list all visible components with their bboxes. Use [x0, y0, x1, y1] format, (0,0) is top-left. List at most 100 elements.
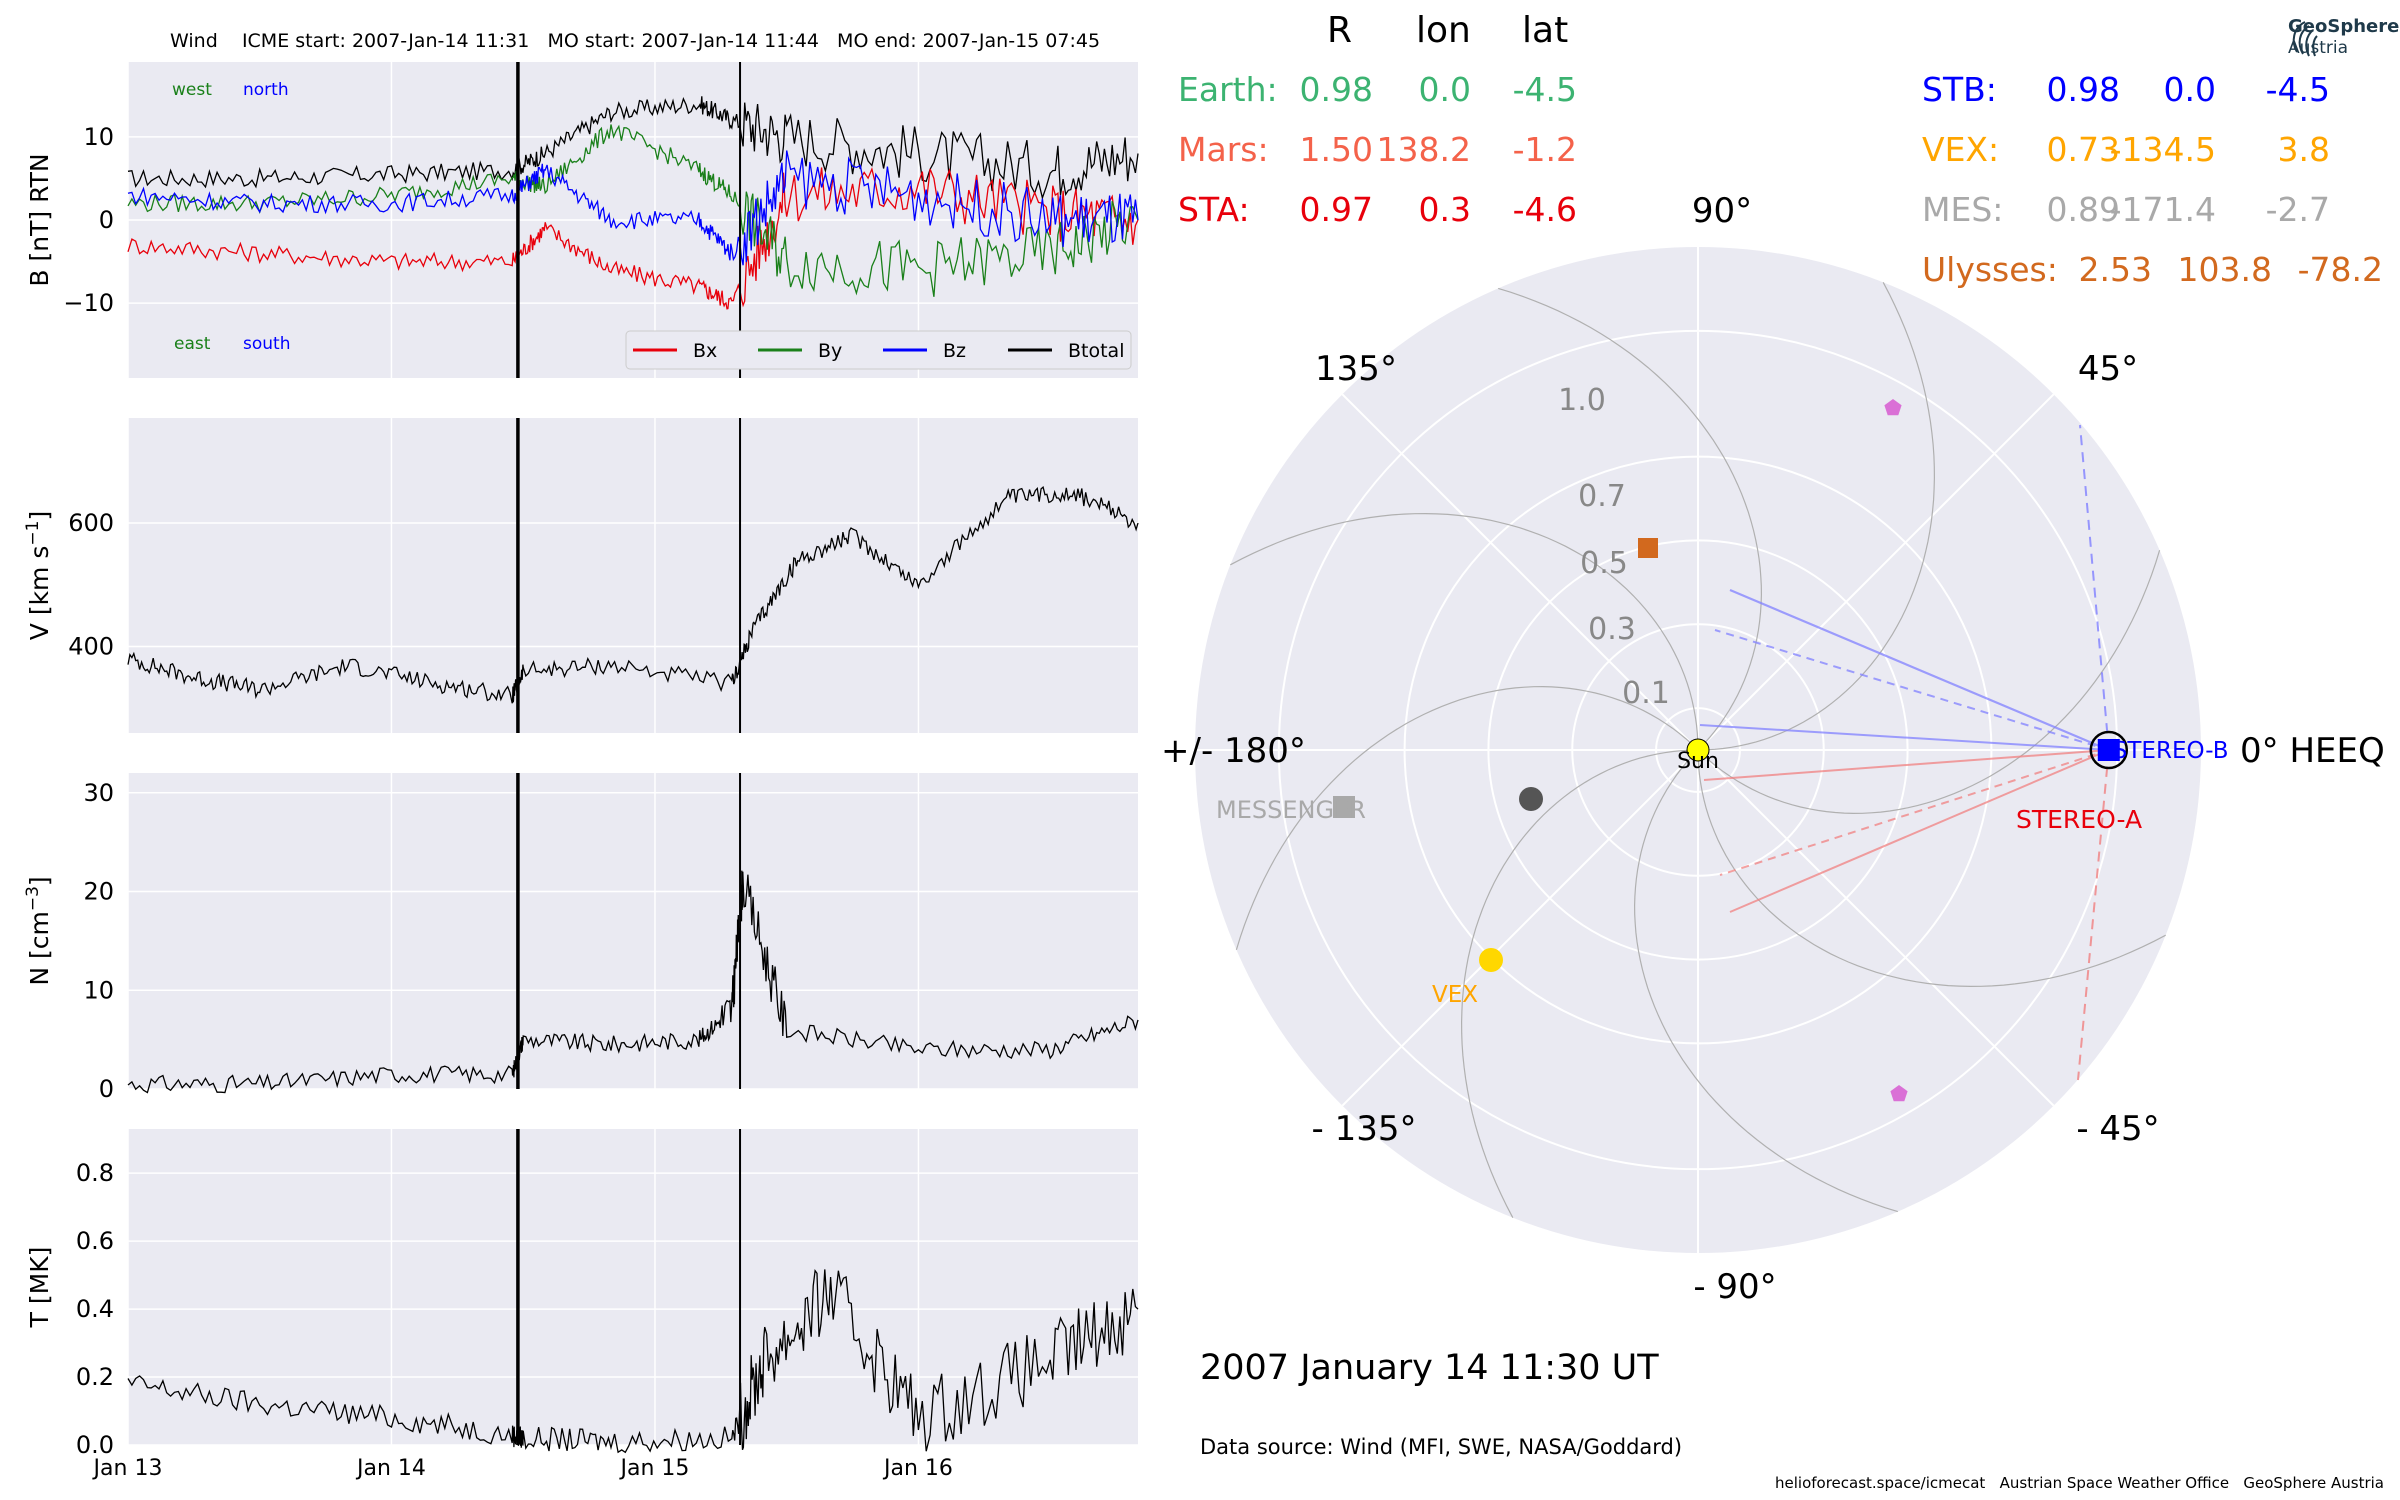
parker-spiral [1697, 749, 2166, 988]
row-lat: -78.2 [2297, 250, 2383, 289]
row-lon: 138.2 [1376, 130, 1471, 169]
pentagon-marker [1884, 399, 1902, 416]
x-tick-label: Jan 14 [355, 1456, 426, 1481]
row-r: 0.97 [1299, 190, 1373, 229]
parker-spiral [1697, 282, 1936, 751]
row-name: VEX: [1922, 130, 2000, 169]
y-axis-label: V [km s−1] [23, 511, 54, 640]
y-tick-label: 30 [83, 779, 114, 807]
panel-speed: 600 400 V [km s−1] [23, 418, 1139, 733]
footer-credits: helioforecast.space/icmecat Austrian Spa… [1775, 1474, 2385, 1492]
planet-marker [1519, 787, 1543, 811]
row-r: 0.98 [1299, 70, 1373, 109]
stereo-b-marker [2097, 739, 2120, 761]
table-header-r: R [1327, 10, 1353, 51]
b-panel-annotations: west north east south Bx By Bz Btotal [172, 80, 1132, 370]
panel-background [128, 773, 1138, 1089]
y-tick-label: 0.4 [76, 1295, 114, 1323]
table-header-lon: lon [1416, 10, 1471, 51]
logo-subtitle: Austria [2288, 38, 2349, 58]
radial-tick-label: 0.1 [1622, 676, 1670, 711]
angle-label: 45° [2078, 349, 2138, 389]
messenger-label: MESSENGER [1216, 796, 1366, 824]
field-line [1729, 588, 2110, 752]
row-lon: 0.0 [2163, 70, 2216, 109]
row-lon: 103.8 [2177, 250, 2272, 289]
legend-label-bx: Bx [693, 340, 717, 362]
angle-label: +/- 180° [1161, 731, 1306, 771]
plot-datetime: 2007 January 14 11:30 UT [1200, 1348, 1659, 1388]
parker-spiral [1498, 287, 1763, 751]
annotation-west: west [172, 80, 212, 100]
earth-marker [2089, 730, 2129, 770]
row-lat: -1.2 [1512, 130, 1577, 169]
field-line [1719, 749, 2110, 876]
row-lat: 3.8 [2277, 130, 2330, 169]
y-tick-label: 0 [99, 206, 114, 234]
legend: Bx By Bz Btotal [625, 330, 1132, 370]
panel-temperature: 0.8 0.6 0.4 0.2 0.0 T [MK] [25, 1129, 1139, 1459]
row-lon: -171.4 [2109, 190, 2216, 229]
x-tick-label: Jan 13 [92, 1456, 163, 1481]
parker-spiral [1230, 512, 1699, 751]
angle-label: 0° HEEQ [2240, 731, 2385, 771]
row-r: 0.98 [2046, 70, 2120, 109]
time-series-panels: 10 0 −10 B [nT] RTN 600 400 V [km s−1] 30 20 10 0 N… [23, 62, 1139, 1481]
y-axis-label: T [MK] [25, 1247, 54, 1329]
row-lon: -134.5 [2109, 130, 2216, 169]
y-tick-label: 0 [99, 1075, 114, 1103]
y-tick-label: 0.6 [76, 1227, 114, 1255]
y-tick-label: 0.2 [76, 1363, 114, 1391]
y-axis-label: B [nT] RTN [25, 153, 54, 286]
panel-background [128, 418, 1138, 733]
stereo-b-label: STEREO-B [2113, 738, 2229, 764]
sun-label: Sun [1677, 749, 1719, 774]
annotation-south: south [243, 334, 290, 354]
row-name: Ulysses: [1922, 250, 2058, 289]
mo-start: MO start: 2007-Jan-14 11:44 [547, 30, 819, 52]
angle-label: 90° [1692, 191, 1752, 231]
row-r: 1.50 [1299, 130, 1373, 169]
legend-box [625, 330, 1132, 370]
y-tick-label: 400 [68, 633, 114, 661]
annotation-east: east [174, 334, 211, 354]
row-lat: -4.5 [1512, 70, 1577, 109]
row-name: Mars: [1178, 130, 1269, 169]
stereo-a-label: STEREO-A [2016, 805, 2142, 834]
angular-grid-line [1697, 393, 2055, 751]
row-r: 0.73 [2046, 130, 2120, 169]
logo-name: GeoSphere [2288, 16, 2400, 37]
row-name: MES: [1922, 190, 2004, 229]
row-lat: -2.7 [2265, 190, 2330, 229]
field-line [1703, 749, 2109, 781]
table-header-lat: lat [1522, 10, 1569, 51]
legend-label-btotal: Btotal [1068, 340, 1124, 362]
series-btotal [127, 96, 1139, 201]
y-axis-label: N [cm−3] [23, 876, 54, 985]
series-n [127, 870, 1139, 1094]
x-tick-label: Jan 15 [619, 1456, 690, 1481]
parker-spiral [1460, 749, 1699, 1218]
mo-end: MO end: 2007-Jan-15 07:45 [837, 30, 1101, 52]
vex-label: VEX [1432, 982, 1478, 1008]
row-r: 2.53 [2078, 250, 2152, 289]
field-line [1699, 724, 2109, 751]
angle-label: - 135° [1312, 1109, 1417, 1149]
field-line-dashed [2077, 749, 2110, 1081]
event-header: Wind ICME start: 2007-Jan-14 11:31 MO st… [170, 30, 1100, 52]
parker-spiral [1697, 550, 2161, 815]
angle-label: - 45° [2076, 1109, 2159, 1149]
row-name: Earth: [1178, 70, 1278, 109]
radial-tick-label: 0.5 [1580, 546, 1628, 581]
field-line-dashed [2079, 424, 2110, 751]
mars-marker [1638, 538, 1658, 558]
polar-position-plot: 0.1 0.3 0.5 0.7 1.0 0° HEEQ 45° 90° 135° +/- 180°… [1161, 191, 2385, 1307]
panel-density: 30 20 10 0 N [cm−3] [23, 773, 1139, 1103]
row-lat: -4.6 [1512, 190, 1577, 229]
y-tick-label: 10 [83, 123, 114, 151]
y-tick-label: 20 [83, 878, 114, 906]
y-tick-label: 0.8 [76, 1159, 114, 1187]
series-bz [127, 150, 1139, 266]
data-source: Data source: Wind (MFI, SWE, NASA/Goddar… [1200, 1435, 1683, 1459]
